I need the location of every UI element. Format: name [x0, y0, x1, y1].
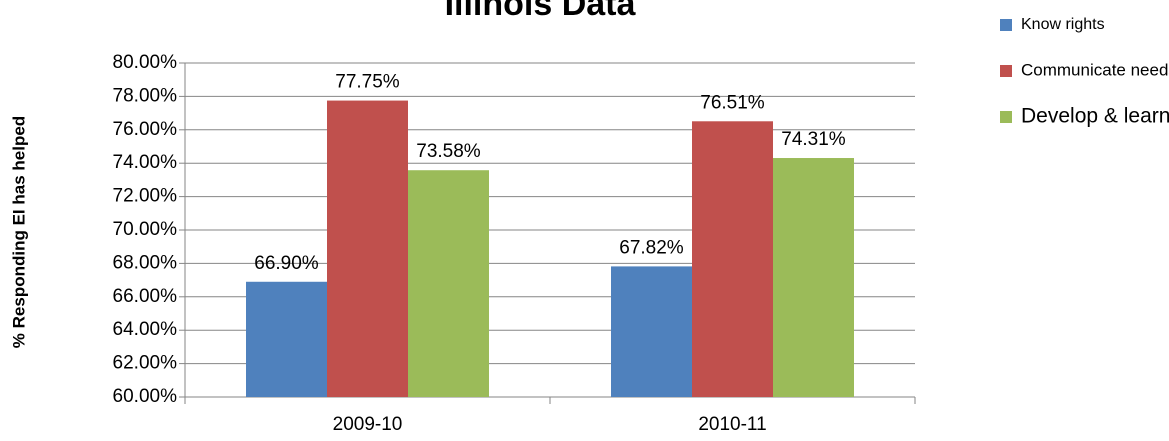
- bar: [327, 100, 408, 397]
- y-tick-label: 78.00%: [113, 85, 178, 106]
- y-tick-label: 68.00%: [113, 252, 178, 273]
- bar: [408, 170, 489, 397]
- y-tick-label: 60.00%: [113, 386, 178, 407]
- y-tick-label: 64.00%: [113, 319, 178, 340]
- bar: [246, 281, 327, 397]
- data-label: 76.51%: [700, 92, 765, 113]
- legend-swatch: [1000, 19, 1012, 31]
- data-label: 74.31%: [781, 129, 846, 150]
- x-tick-label: 2009-10: [333, 414, 403, 435]
- legend-label: Know rights: [1021, 16, 1105, 33]
- bar: [611, 266, 692, 397]
- data-label: 77.75%: [335, 72, 400, 93]
- y-tick-label: 70.00%: [113, 219, 178, 240]
- y-tick-label: 74.00%: [113, 152, 178, 173]
- data-label: 67.82%: [619, 237, 684, 258]
- y-tick-label: 80.00%: [113, 52, 178, 73]
- data-label: 73.58%: [416, 141, 481, 162]
- bar: [692, 121, 773, 398]
- y-axis-label: % Responding EI has helped: [9, 116, 28, 348]
- bar: [773, 158, 854, 397]
- y-tick-label: 76.00%: [113, 119, 178, 140]
- chart-title: Illinois Data: [445, 0, 637, 23]
- x-tick-label: 2010-11: [698, 414, 766, 435]
- legend-label: Develop & learn: [1021, 105, 1169, 128]
- y-tick-label: 62.00%: [113, 353, 178, 374]
- legend-label: Communicate needs: [1021, 60, 1169, 79]
- legend-swatch: [1000, 111, 1012, 123]
- legend-swatch: [1000, 65, 1012, 77]
- y-tick-label: 66.00%: [113, 286, 178, 307]
- y-tick-label: 72.00%: [113, 186, 178, 207]
- data-label: 66.90%: [254, 253, 319, 274]
